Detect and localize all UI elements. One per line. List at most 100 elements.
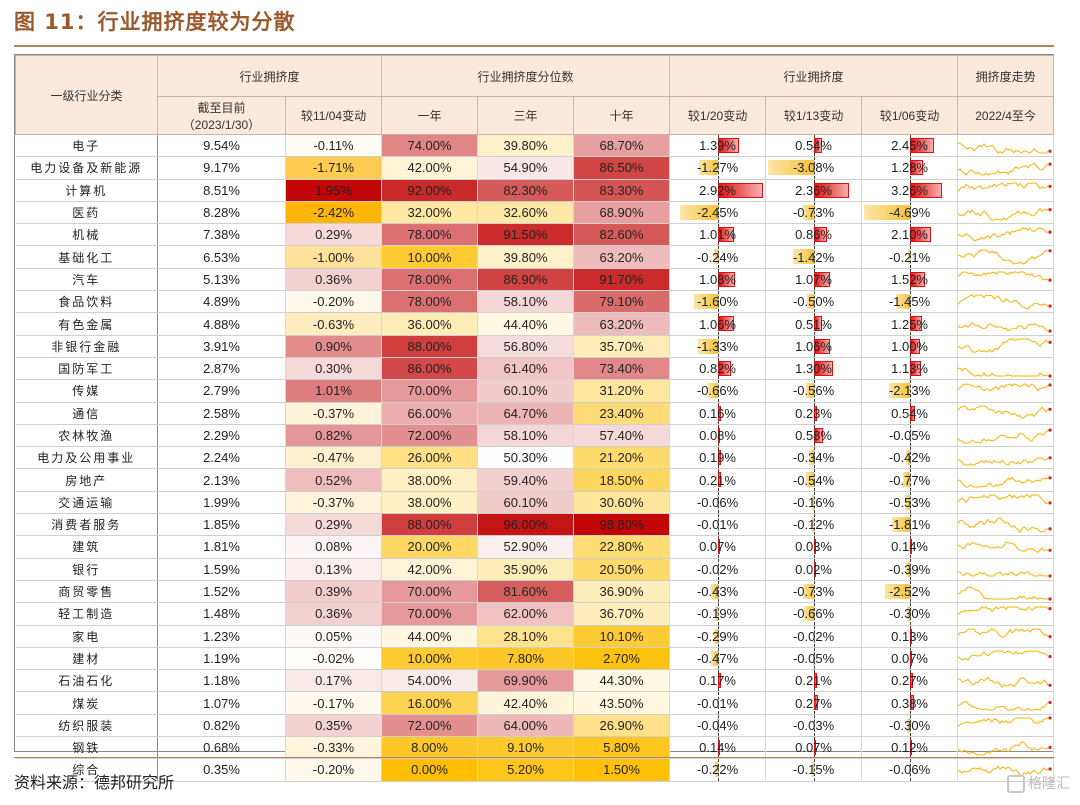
bar-axis xyxy=(718,380,720,402)
change-vs-0106: 1.00% xyxy=(861,335,959,358)
change-vs-0106: -0.21% xyxy=(861,245,959,269)
percentile-3y: 39.80% xyxy=(477,134,575,158)
sparkline-endpoint xyxy=(1048,304,1052,308)
sparkline-endpoint xyxy=(1048,635,1052,639)
percentile-10y: 79.10% xyxy=(573,290,671,314)
change-vs-0113: -0.73% xyxy=(765,580,863,604)
sparkline-svg xyxy=(958,456,1052,466)
table-row: 食品饮料 4.89% -0.20% 78.00% 58.10% 79.10% -1.60% -… xyxy=(15,290,1055,314)
crowding-current: 3.91% xyxy=(157,335,286,358)
trend-sparkline xyxy=(957,513,1055,537)
change-bar xyxy=(718,427,721,443)
sparkline-path xyxy=(958,606,1049,615)
bar-axis xyxy=(718,714,720,736)
change-vs-0113: -0.02% xyxy=(765,625,863,648)
change-bar xyxy=(718,138,740,153)
change-value: 0.17% xyxy=(699,673,736,689)
change-bar xyxy=(910,695,914,711)
change-bar xyxy=(814,561,817,577)
bar-axis xyxy=(814,246,816,268)
bar-axis xyxy=(814,580,816,602)
change-value: -0.73% xyxy=(792,584,835,600)
change-vs-1104: 0.36% xyxy=(285,268,383,292)
change-vs-0120: -0.01% xyxy=(669,513,767,537)
sparkline-svg xyxy=(958,700,1052,711)
sparkline-svg xyxy=(958,367,1052,378)
change-bar xyxy=(814,427,823,443)
sparkline-path xyxy=(958,571,1049,578)
percentile-10y: 82.60% xyxy=(573,223,671,247)
bar-axis xyxy=(814,201,816,223)
percentile-10y: 23.40% xyxy=(573,402,671,425)
bar-axis xyxy=(718,491,720,513)
percentile-1y: 88.00% xyxy=(381,335,479,358)
trend-sparkline xyxy=(957,468,1055,492)
change-bar xyxy=(792,249,815,265)
crowding-current: 2.29% xyxy=(157,424,286,448)
change-bar xyxy=(910,338,920,354)
change-value: -2.13% xyxy=(888,383,931,399)
change-vs-1104: -1.00% xyxy=(285,245,383,269)
sparkline-path xyxy=(958,321,1049,332)
change-bar xyxy=(718,271,735,287)
sparkline-svg xyxy=(958,571,1052,578)
sparkline-path xyxy=(958,182,1049,192)
trend-sparkline xyxy=(957,201,1055,225)
change-bar xyxy=(714,249,719,265)
change-value: 0.54% xyxy=(891,405,928,421)
change-value: 1.39% xyxy=(699,138,736,154)
percentile-3y: 7.80% xyxy=(477,647,575,671)
bar-axis xyxy=(814,714,816,736)
change-bar xyxy=(814,182,850,198)
percentile-10y: 5.80% xyxy=(573,736,671,760)
percentile-1y: 88.00% xyxy=(381,513,479,537)
table-row: 商贸零售 1.52% 0.39% 70.00% 81.60% 36.90% -0.43% -0… xyxy=(15,580,1055,604)
sparkline-path xyxy=(958,249,1049,265)
change-vs-1104: -1.71% xyxy=(285,156,383,180)
bar-axis xyxy=(910,491,912,513)
percentile-3y: 9.10% xyxy=(477,736,575,760)
change-vs-0106: 1.52% xyxy=(861,268,959,292)
change-vs-0106: -2.52% xyxy=(861,580,959,604)
crowding-current: 1.23% xyxy=(157,625,286,648)
percentile-1y: 10.00% xyxy=(381,245,479,269)
trend-sparkline xyxy=(957,758,1055,782)
change-value: 0.27% xyxy=(795,695,832,711)
change-value: -1.27% xyxy=(696,160,739,176)
header-category: 一级行业分类 xyxy=(15,55,158,135)
change-value: -0.56% xyxy=(792,383,835,399)
change-bar xyxy=(814,673,818,689)
change-value: 0.21% xyxy=(699,472,736,488)
sparkline-endpoint xyxy=(1048,407,1052,412)
percentile-1y: 78.00% xyxy=(381,268,479,292)
change-value: -0.16% xyxy=(792,494,835,510)
change-vs-0113: 0.02% xyxy=(765,558,863,581)
change-bar xyxy=(814,360,834,376)
bar-axis xyxy=(718,558,720,580)
change-bar xyxy=(814,539,817,555)
percentile-1y: 36.00% xyxy=(381,312,479,336)
change-vs-0120: 0.08% xyxy=(669,424,767,448)
change-value: -0.66% xyxy=(696,383,739,399)
change-bar xyxy=(910,360,922,376)
change-value: -0.54% xyxy=(792,472,835,488)
change-value: 0.08% xyxy=(699,428,736,443)
change-value: 2.10% xyxy=(891,227,928,243)
change-bar xyxy=(812,517,815,533)
change-value: -0.77% xyxy=(888,472,931,488)
change-vs-0113: 0.23% xyxy=(765,402,863,425)
bar-axis xyxy=(814,380,816,402)
change-bar xyxy=(698,160,719,176)
change-bar xyxy=(910,182,942,198)
percentile-3y: 91.50% xyxy=(477,223,575,247)
change-bar xyxy=(803,204,815,220)
change-vs-0113: -0.54% xyxy=(765,468,863,492)
percentile-10y: 68.70% xyxy=(573,134,671,158)
sparkline-endpoint xyxy=(1048,456,1052,460)
percentile-3y: 35.90% xyxy=(477,558,575,581)
change-bar xyxy=(697,338,719,354)
change-vs-0120: 0.14% xyxy=(669,736,767,760)
change-bar xyxy=(910,271,925,287)
sparkline-endpoint xyxy=(1048,745,1052,749)
change-vs-0113: -3.08% xyxy=(765,156,863,180)
